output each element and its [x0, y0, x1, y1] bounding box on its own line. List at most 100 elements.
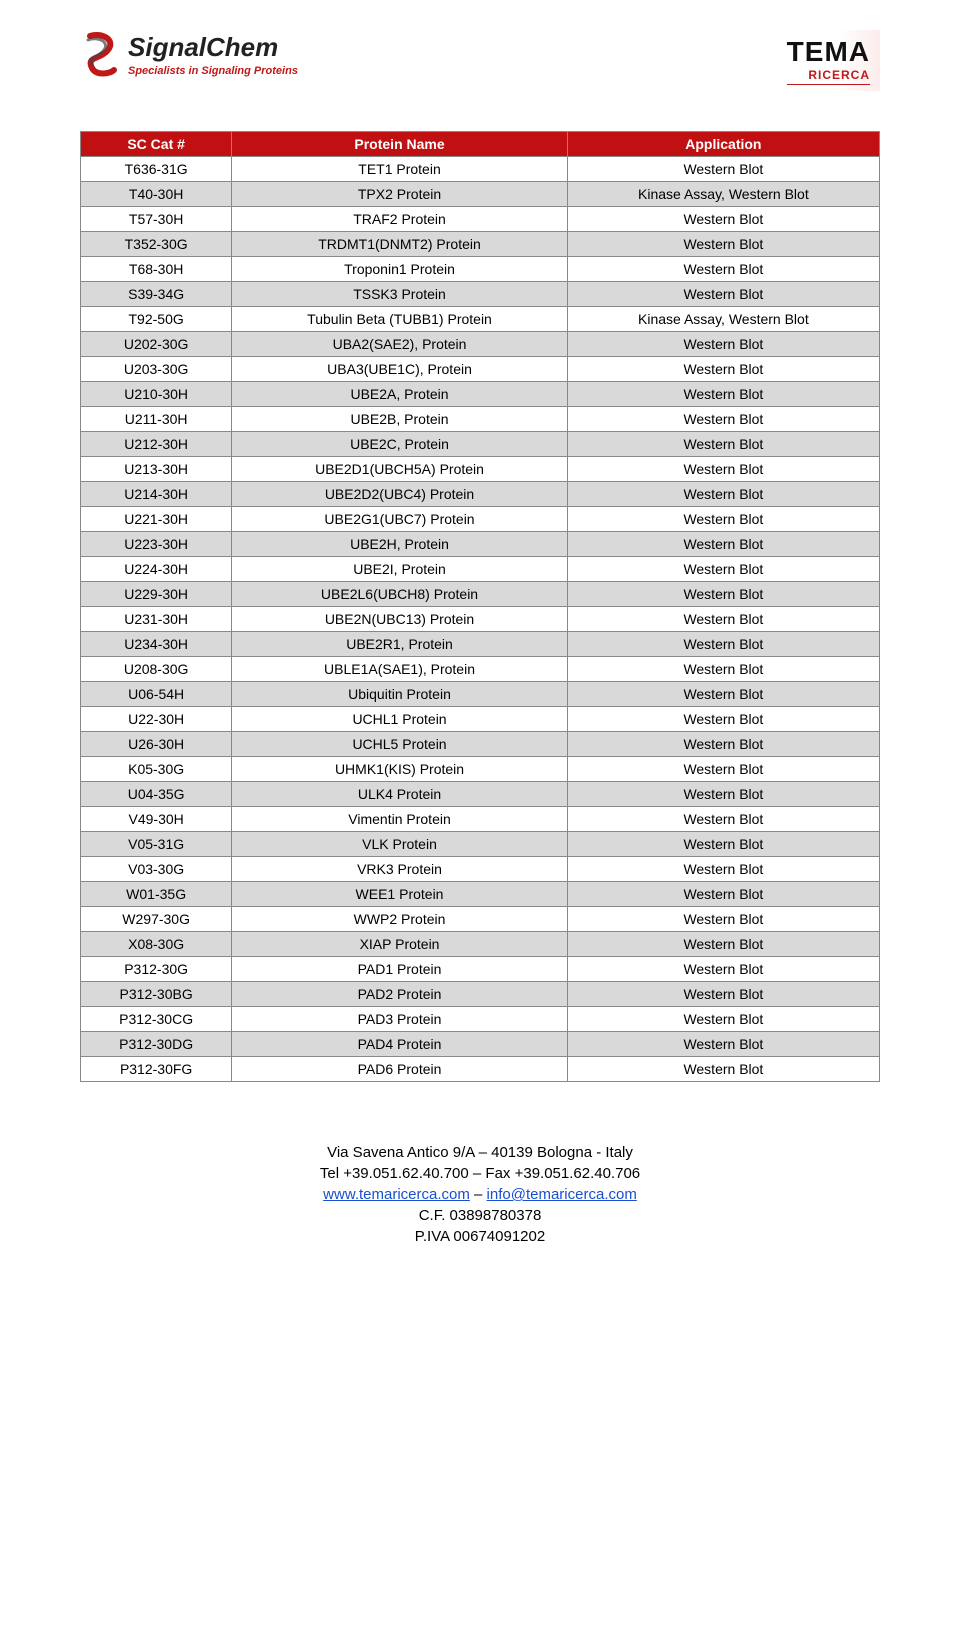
signalchem-s-icon — [80, 30, 120, 78]
cell-protein: UBE2G1(UBC7) Protein — [232, 507, 568, 532]
logo-tema: TEMA RICERCA — [777, 30, 880, 91]
cell-protein: Troponin1 Protein — [232, 257, 568, 282]
table-header-row: SC Cat # Protein Name Application — [81, 132, 880, 157]
cell-application: Western Blot — [567, 1007, 879, 1032]
cell-application: Western Blot — [567, 557, 879, 582]
document-page: SignalChem Specialists in Signaling Prot… — [0, 0, 960, 1287]
cell-application: Western Blot — [567, 482, 879, 507]
footer-link-web[interactable]: www.temaricerca.com — [323, 1186, 470, 1203]
cell-protein: UBE2A, Protein — [232, 382, 568, 407]
cell-protein: TRDMT1(DNMT2) Protein — [232, 232, 568, 257]
cell-cat: U203-30G — [81, 357, 232, 382]
table-row: U213-30HUBE2D1(UBCH5A) ProteinWestern Bl… — [81, 457, 880, 482]
cell-cat: S39-34G — [81, 282, 232, 307]
cell-protein: VRK3 Protein — [232, 857, 568, 882]
cell-application: Western Blot — [567, 432, 879, 457]
cell-application: Western Blot — [567, 732, 879, 757]
cell-protein: UBE2D2(UBC4) Protein — [232, 482, 568, 507]
cell-application: Western Blot — [567, 257, 879, 282]
cell-cat: U210-30H — [81, 382, 232, 407]
table-row: U223-30HUBE2H, ProteinWestern Blot — [81, 532, 880, 557]
cell-cat: U213-30H — [81, 457, 232, 482]
cell-application: Western Blot — [567, 157, 879, 182]
cell-cat: K05-30G — [81, 757, 232, 782]
logo-signalchem: SignalChem Specialists in Signaling Prot… — [80, 30, 298, 78]
cell-application: Western Blot — [567, 657, 879, 682]
cell-cat: P312-30BG — [81, 982, 232, 1007]
table-row: T92-50GTubulin Beta (TUBB1) ProteinKinas… — [81, 307, 880, 332]
cell-protein: Vimentin Protein — [232, 807, 568, 832]
table-row: P312-30CGPAD3 ProteinWestern Blot — [81, 1007, 880, 1032]
footer-piva: P.IVA 00674091202 — [80, 1226, 880, 1247]
table-row: U203-30GUBA3(UBE1C), ProteinWestern Blot — [81, 357, 880, 382]
cell-application: Western Blot — [567, 1057, 879, 1082]
table-row: U211-30HUBE2B, ProteinWestern Blot — [81, 407, 880, 432]
table-row: V49-30HVimentin ProteinWestern Blot — [81, 807, 880, 832]
footer-link-email[interactable]: info@temaricerca.com — [487, 1186, 637, 1203]
cell-protein: UBE2B, Protein — [232, 407, 568, 432]
cell-cat: U221-30H — [81, 507, 232, 532]
table-row: T40-30HTPX2 ProteinKinase Assay, Western… — [81, 182, 880, 207]
footer: Via Savena Antico 9/A – 40139 Bologna - … — [80, 1142, 880, 1247]
cell-application: Western Blot — [567, 507, 879, 532]
table-row: T352-30GTRDMT1(DNMT2) ProteinWestern Blo… — [81, 232, 880, 257]
col-protein: Protein Name — [232, 132, 568, 157]
tema-brand-text: TEMA — [787, 36, 870, 68]
cell-protein: PAD2 Protein — [232, 982, 568, 1007]
table-row: U224-30HUBE2I, ProteinWestern Blot — [81, 557, 880, 582]
table-row: U229-30HUBE2L6(UBCH8) ProteinWestern Blo… — [81, 582, 880, 607]
cell-application: Western Blot — [567, 1032, 879, 1057]
cell-application: Western Blot — [567, 757, 879, 782]
cell-protein: UBE2I, Protein — [232, 557, 568, 582]
cell-application: Western Blot — [567, 282, 879, 307]
cell-protein: PAD6 Protein — [232, 1057, 568, 1082]
cell-cat: T68-30H — [81, 257, 232, 282]
cell-cat: U231-30H — [81, 607, 232, 632]
signalchem-brand-text: SignalChem — [128, 32, 298, 63]
cell-cat: T40-30H — [81, 182, 232, 207]
cell-protein: UBE2C, Protein — [232, 432, 568, 457]
cell-application: Western Blot — [567, 857, 879, 882]
cell-protein: UBE2D1(UBCH5A) Protein — [232, 457, 568, 482]
cell-cat: V03-30G — [81, 857, 232, 882]
cell-cat: P312-30CG — [81, 1007, 232, 1032]
table-row: U22-30HUCHL1 ProteinWestern Blot — [81, 707, 880, 732]
cell-protein: UBE2H, Protein — [232, 532, 568, 557]
cell-protein: XIAP Protein — [232, 932, 568, 957]
footer-address: Via Savena Antico 9/A – 40139 Bologna - … — [80, 1142, 880, 1163]
cell-protein: UBLE1A(SAE1), Protein — [232, 657, 568, 682]
cell-application: Western Blot — [567, 782, 879, 807]
footer-phone: Tel +39.051.62.40.700 – Fax +39.051.62.4… — [80, 1163, 880, 1184]
cell-protein: PAD3 Protein — [232, 1007, 568, 1032]
table-row: U04-35GULK4 ProteinWestern Blot — [81, 782, 880, 807]
cell-protein: UBE2L6(UBCH8) Protein — [232, 582, 568, 607]
cell-protein: WEE1 Protein — [232, 882, 568, 907]
cell-application: Western Blot — [567, 832, 879, 857]
cell-cat: U208-30G — [81, 657, 232, 682]
cell-application: Western Blot — [567, 582, 879, 607]
cell-protein: UHMK1(KIS) Protein — [232, 757, 568, 782]
cell-protein: PAD1 Protein — [232, 957, 568, 982]
table-row: W01-35GWEE1 ProteinWestern Blot — [81, 882, 880, 907]
table-row: S39-34GTSSK3 ProteinWestern Blot — [81, 282, 880, 307]
cell-application: Western Blot — [567, 607, 879, 632]
cell-cat: X08-30G — [81, 932, 232, 957]
table-row: K05-30GUHMK1(KIS) ProteinWestern Blot — [81, 757, 880, 782]
table-row: P312-30GPAD1 ProteinWestern Blot — [81, 957, 880, 982]
cell-application: Western Blot — [567, 532, 879, 557]
cell-protein: UBE2N(UBC13) Protein — [232, 607, 568, 632]
cell-protein: VLK Protein — [232, 832, 568, 857]
table-row: U202-30GUBA2(SAE2), ProteinWestern Blot — [81, 332, 880, 357]
table-row: P312-30FGPAD6 ProteinWestern Blot — [81, 1057, 880, 1082]
table-row: U210-30HUBE2A, ProteinWestern Blot — [81, 382, 880, 407]
table-row: T68-30HTroponin1 ProteinWestern Blot — [81, 257, 880, 282]
cell-cat: T636-31G — [81, 157, 232, 182]
table-row: V05-31GVLK ProteinWestern Blot — [81, 832, 880, 857]
cell-cat: U224-30H — [81, 557, 232, 582]
table-row: W297-30GWWP2 ProteinWestern Blot — [81, 907, 880, 932]
tema-separator — [787, 84, 870, 85]
footer-cf: C.F. 03898780378 — [80, 1205, 880, 1226]
cell-application: Western Blot — [567, 682, 879, 707]
cell-cat: U202-30G — [81, 332, 232, 357]
cell-application: Western Blot — [567, 957, 879, 982]
